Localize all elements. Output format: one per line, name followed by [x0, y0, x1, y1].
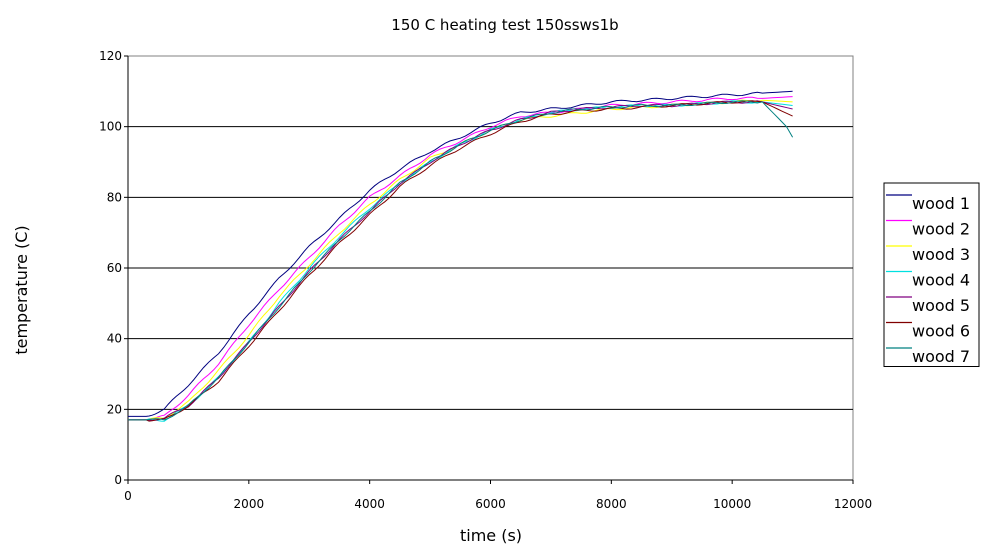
- chart-title: 150 C heating test 150ssws1b: [391, 16, 618, 34]
- series-line-wood-2: [128, 96, 793, 421]
- y-axis: 0 20 40 60 80 100 120: [99, 49, 129, 487]
- y-tick-label: 60: [107, 261, 122, 275]
- x-tick-label: 0: [124, 489, 132, 503]
- x-tick-label: 6000: [475, 497, 506, 511]
- legend-label: wood 2: [912, 220, 970, 239]
- legend-label: wood 5: [912, 296, 970, 315]
- legend: wood 1 wood 2 wood 3 wood 4 wood 5 wood 6 wood…: [883, 182, 980, 367]
- legend-label: wood 7: [912, 347, 970, 366]
- x-axis: 0 2000 4000 6000 8000 10000 12000: [124, 479, 872, 511]
- series-line-wood-7: [128, 100, 794, 421]
- legend-box: [883, 182, 980, 367]
- y-tick-label: 40: [107, 332, 122, 346]
- legend-label: wood 6: [912, 322, 970, 341]
- x-tick-label: 8000: [596, 497, 627, 511]
- series-line-wood-5: [128, 100, 793, 421]
- x-axis-label: time (s): [460, 526, 522, 545]
- plot-area: [127, 55, 854, 481]
- x-tick-label: 2000: [234, 497, 265, 511]
- x-tick-label: 10000: [713, 497, 751, 511]
- series-lines: [128, 90, 794, 422]
- y-tick-label: 0: [114, 473, 122, 487]
- y-axis-label: temperature (C): [12, 225, 31, 354]
- y-tick-label: 100: [99, 120, 122, 134]
- legend-label: wood 4: [912, 271, 970, 290]
- y-tick-label: 120: [99, 49, 122, 63]
- y-tick-label: 80: [107, 190, 122, 204]
- x-tick-label: 12000: [834, 497, 872, 511]
- y-tick-label: 20: [107, 402, 122, 416]
- legend-label: wood 3: [912, 245, 970, 264]
- series-line-wood-1: [128, 90, 793, 417]
- x-tick-label: 4000: [354, 497, 385, 511]
- legend-label: wood 1: [912, 194, 970, 213]
